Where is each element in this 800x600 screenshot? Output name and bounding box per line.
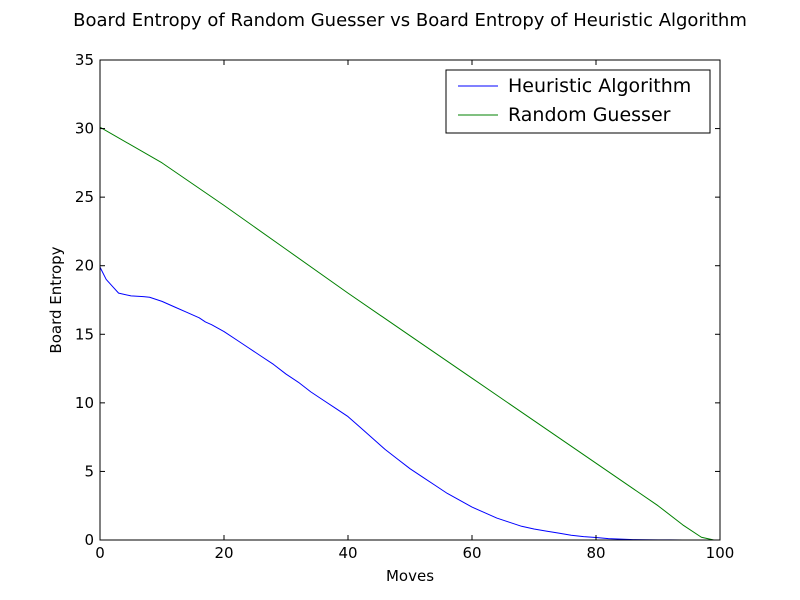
y-tick-label: 35 xyxy=(75,51,94,69)
y-tick-label: 25 xyxy=(75,188,94,206)
x-tick-label: 60 xyxy=(462,544,481,562)
series-layer xyxy=(99,126,714,541)
legend: Heuristic Algorithm Random Guesser xyxy=(445,69,711,134)
y-axis-label-container: Board Entropy xyxy=(45,60,67,540)
y-tick-label: 30 xyxy=(75,120,94,138)
chart-title: Board Entropy of Random Guesser vs Board… xyxy=(73,10,747,31)
y-tick-label: 0 xyxy=(84,531,94,549)
ticks-layer: 0 20 40 60 80 100 0 5 10 15 20 25 30 35 xyxy=(75,51,734,562)
legend-label: Heuristic Algorithm xyxy=(508,75,691,97)
y-tick-label: 5 xyxy=(84,462,94,480)
x-tick-label: 40 xyxy=(338,544,357,562)
y-axis-label: Board Entropy xyxy=(47,246,65,354)
axes-frame xyxy=(99,59,721,541)
x-axis-label: Moves xyxy=(385,567,435,585)
x-tick-label: 0 xyxy=(95,544,105,562)
legend-label: Random Guesser xyxy=(508,104,671,126)
x-tick-label: 100 xyxy=(706,544,735,562)
y-tick-label: 15 xyxy=(75,325,94,343)
x-tick-label: 20 xyxy=(214,544,233,562)
series-line-random-guesser xyxy=(99,126,714,541)
x-tick-label: 80 xyxy=(586,544,605,562)
legend-box xyxy=(445,69,711,134)
y-tick-label: 10 xyxy=(75,394,94,412)
series-line-heuristic-algorithm xyxy=(99,266,714,541)
y-tick-label: 20 xyxy=(75,257,94,275)
